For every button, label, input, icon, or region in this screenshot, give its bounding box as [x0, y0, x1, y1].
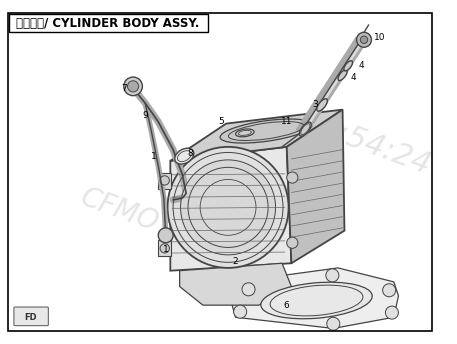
Ellipse shape [317, 99, 327, 111]
Text: 4: 4 [351, 73, 356, 82]
Circle shape [327, 317, 340, 330]
Text: 5: 5 [218, 117, 224, 126]
Text: 气缸体组/ CYLINDER BODY ASSY.: 气缸体组/ CYLINDER BODY ASSY. [16, 18, 200, 31]
Polygon shape [231, 268, 399, 329]
Text: FD: FD [24, 313, 37, 322]
Text: 2: 2 [233, 257, 238, 266]
Ellipse shape [344, 61, 352, 71]
Circle shape [160, 244, 170, 253]
Ellipse shape [299, 122, 311, 136]
Text: 11: 11 [281, 117, 292, 126]
Circle shape [181, 160, 276, 255]
Text: 9: 9 [142, 111, 148, 120]
Circle shape [383, 284, 396, 297]
Circle shape [158, 228, 173, 243]
Text: 6: 6 [284, 301, 290, 310]
Ellipse shape [220, 119, 313, 143]
Polygon shape [158, 173, 171, 189]
FancyBboxPatch shape [14, 307, 48, 326]
Ellipse shape [338, 70, 347, 80]
Text: 10: 10 [374, 33, 386, 42]
Polygon shape [170, 147, 292, 271]
Text: CFMOTO: CFMOTO [77, 183, 200, 251]
Polygon shape [158, 240, 171, 256]
Circle shape [287, 172, 298, 183]
Text: 1: 1 [163, 245, 169, 254]
Text: 8: 8 [187, 149, 193, 158]
Text: 1: 1 [151, 152, 156, 161]
Text: 3: 3 [312, 100, 318, 109]
Circle shape [385, 306, 399, 319]
Circle shape [234, 305, 247, 318]
Circle shape [160, 176, 170, 185]
Ellipse shape [175, 148, 194, 164]
Bar [9, 14, 207, 32]
Circle shape [287, 237, 298, 248]
Circle shape [124, 77, 143, 96]
Polygon shape [180, 263, 292, 305]
Text: 08: 08 [254, 175, 297, 213]
Text: 13:54:24: 13:54:24 [296, 107, 435, 181]
Polygon shape [170, 110, 343, 161]
Circle shape [242, 283, 255, 296]
Circle shape [326, 269, 339, 282]
Text: 4: 4 [358, 61, 364, 71]
Circle shape [360, 36, 368, 43]
Ellipse shape [236, 129, 254, 137]
Ellipse shape [261, 282, 372, 319]
Circle shape [168, 147, 288, 268]
Text: kf-yx: kf-yx [189, 192, 263, 241]
Text: 7: 7 [121, 84, 127, 93]
Polygon shape [287, 110, 345, 263]
Circle shape [356, 32, 372, 47]
Circle shape [128, 81, 138, 92]
